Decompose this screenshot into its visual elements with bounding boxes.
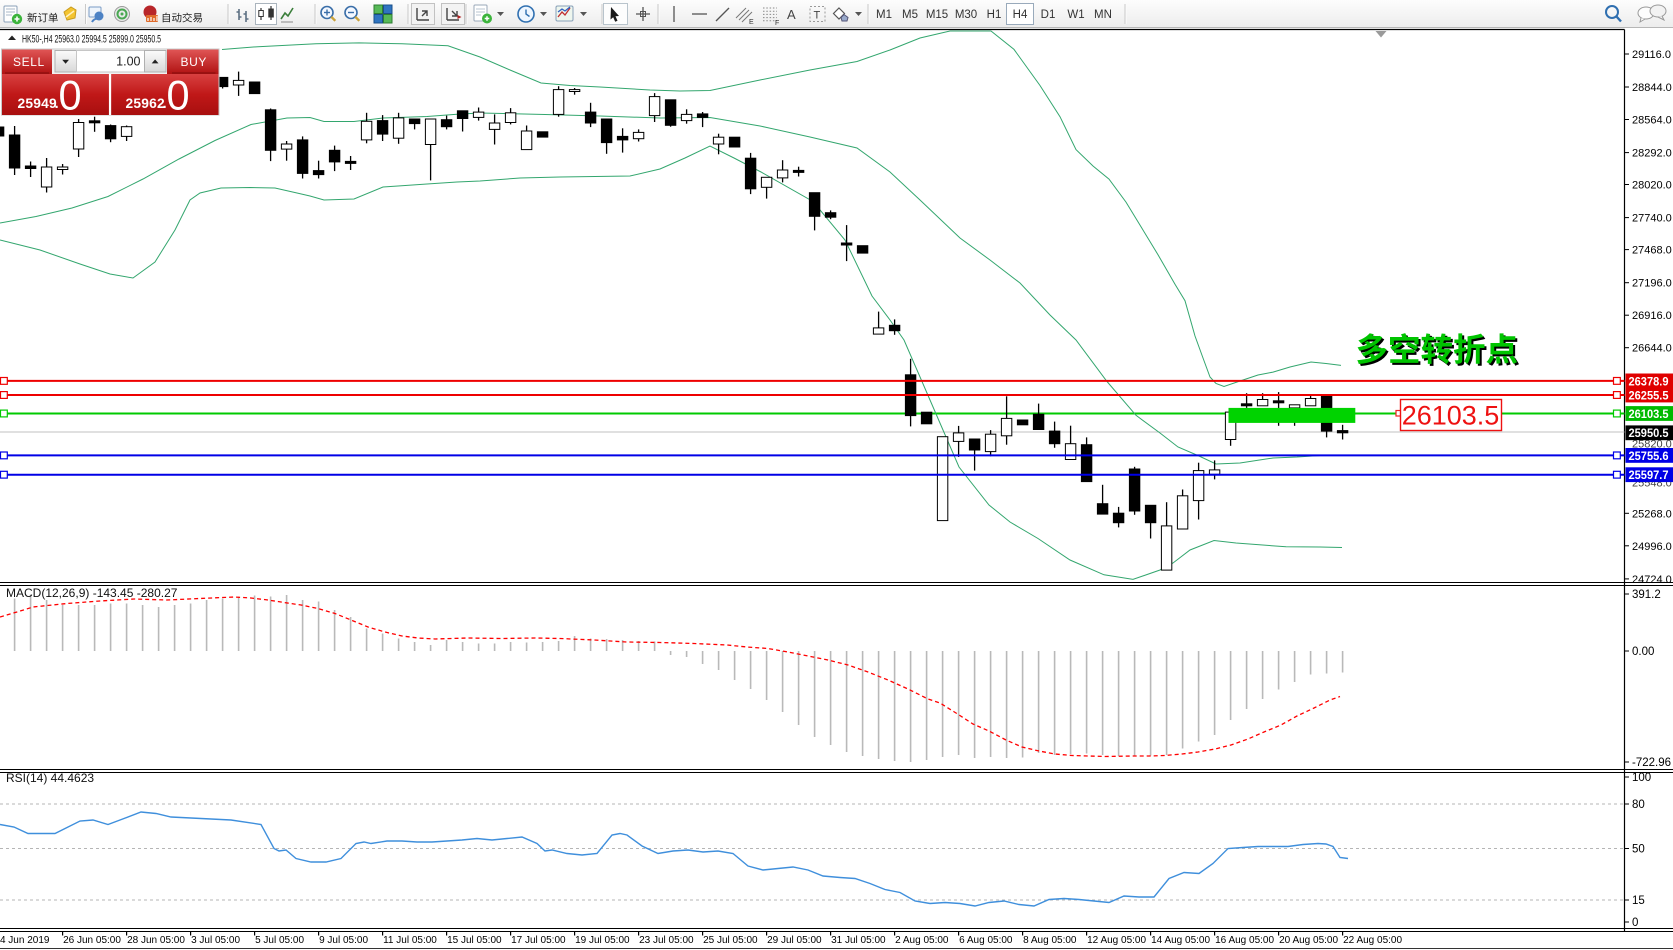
svg-text:28292.0: 28292.0: [1632, 148, 1672, 160]
svg-text:391.2: 391.2: [1632, 589, 1661, 601]
svg-text:27196.0: 27196.0: [1632, 278, 1672, 290]
svg-text:T: T: [814, 10, 821, 22]
svg-text:MACD(12,26,9) -143.45 -280.27: MACD(12,26,9) -143.45 -280.27: [6, 586, 178, 600]
svg-text:25950.5: 25950.5: [1629, 428, 1670, 440]
svg-text:22 Aug 05:00: 22 Aug 05:00: [1343, 935, 1402, 946]
svg-text:26255.5: 26255.5: [1629, 390, 1670, 402]
svg-text:3 Jul 05:00: 3 Jul 05:00: [191, 935, 240, 946]
svg-text:28020.0: 28020.0: [1632, 180, 1672, 192]
svg-text:H4: H4: [1013, 9, 1028, 21]
svg-text:0: 0: [1632, 917, 1638, 929]
svg-text:F: F: [775, 20, 779, 27]
svg-text:BUY: BUY: [181, 55, 207, 69]
svg-text:A: A: [787, 7, 796, 22]
svg-text:MN: MN: [1094, 9, 1112, 21]
svg-text:.: .: [55, 95, 59, 112]
svg-text:16 Aug 05:00: 16 Aug 05:00: [1215, 935, 1274, 946]
svg-text:.: .: [163, 95, 167, 112]
svg-text:1.00: 1.00: [116, 55, 140, 69]
svg-text:50: 50: [1632, 844, 1645, 856]
svg-text:15 Jul 05:00: 15 Jul 05:00: [447, 935, 502, 946]
svg-text:E: E: [749, 19, 754, 26]
svg-text:80: 80: [1632, 799, 1645, 811]
svg-text:14 Aug 05:00: 14 Aug 05:00: [1151, 935, 1210, 946]
svg-text:20 Aug 05:00: 20 Aug 05:00: [1279, 935, 1338, 946]
svg-text:25268.0: 25268.0: [1632, 508, 1672, 520]
svg-text:15: 15: [1632, 895, 1645, 907]
svg-text:29116.0: 29116.0: [1632, 49, 1671, 61]
svg-text:31 Jul 05:00: 31 Jul 05:00: [831, 935, 886, 946]
svg-text:28844.0: 28844.0: [1632, 82, 1672, 94]
svg-text:27468.0: 27468.0: [1632, 245, 1672, 257]
svg-text:26103.5: 26103.5: [1402, 401, 1500, 431]
svg-text:D1: D1: [1041, 9, 1056, 21]
svg-text:29 Jul 05:00: 29 Jul 05:00: [767, 935, 822, 946]
svg-text:25820.0: 25820.0: [1632, 439, 1672, 451]
svg-text:9 Jul 05:00: 9 Jul 05:00: [319, 935, 368, 946]
svg-text:26916.0: 26916.0: [1632, 310, 1672, 322]
svg-text:M15: M15: [926, 9, 948, 21]
svg-text:25962: 25962: [126, 96, 165, 111]
svg-text:24996.0: 24996.0: [1632, 541, 1672, 553]
svg-text:-722.96: -722.96: [1632, 757, 1671, 769]
svg-text:28564.0: 28564.0: [1632, 115, 1672, 127]
svg-text:6 Aug 05:00: 6 Aug 05:00: [959, 935, 1013, 946]
svg-text:W1: W1: [1067, 9, 1084, 21]
svg-text:27740.0: 27740.0: [1632, 213, 1672, 225]
svg-text:0: 0: [167, 72, 190, 119]
svg-text:26 Jun 05:00: 26 Jun 05:00: [63, 935, 121, 946]
svg-text:HK50-,H4 25963.0 25994.5 2589: HK50-,H4 25963.0 25994.5 25899.0 25950.5: [22, 34, 161, 46]
svg-text:SELL: SELL: [13, 55, 45, 69]
svg-text:24 Jun 2019: 24 Jun 2019: [0, 935, 50, 946]
svg-text:17 Jul 05:00: 17 Jul 05:00: [511, 935, 566, 946]
svg-text:28 Jun 05:00: 28 Jun 05:00: [127, 935, 185, 946]
svg-text:12 Aug 05:00: 12 Aug 05:00: [1087, 935, 1146, 946]
svg-text:M30: M30: [955, 9, 977, 21]
svg-text:M5: M5: [902, 9, 918, 21]
svg-text:26378.9: 26378.9: [1629, 376, 1669, 388]
svg-text:5 Jul 05:00: 5 Jul 05:00: [255, 935, 304, 946]
svg-text:11 Jul 05:00: 11 Jul 05:00: [383, 935, 437, 946]
svg-text:100: 100: [1632, 772, 1651, 784]
svg-text:25597.7: 25597.7: [1629, 470, 1669, 482]
svg-text:RSI(14) 44.4623: RSI(14) 44.4623: [6, 771, 94, 785]
svg-text:25949: 25949: [18, 96, 57, 111]
svg-text:0.00: 0.00: [1632, 646, 1654, 658]
svg-text:M1: M1: [876, 9, 892, 21]
svg-text:H1: H1: [987, 9, 1002, 21]
svg-text:19 Jul 05:00: 19 Jul 05:00: [575, 935, 630, 946]
svg-text:8 Aug 05:00: 8 Aug 05:00: [1023, 935, 1077, 946]
svg-text:24724.0: 24724.0: [1632, 574, 1672, 586]
svg-text:0: 0: [59, 72, 82, 119]
svg-text:2 Aug 05:00: 2 Aug 05:00: [895, 935, 949, 946]
svg-text:26644.0: 26644.0: [1632, 343, 1672, 355]
svg-text:25755.6: 25755.6: [1629, 451, 1669, 463]
svg-text:26103.5: 26103.5: [1629, 409, 1670, 421]
svg-text:25 Jul 05:00: 25 Jul 05:00: [703, 935, 758, 946]
svg-text:23 Jul 05:00: 23 Jul 05:00: [639, 935, 694, 946]
